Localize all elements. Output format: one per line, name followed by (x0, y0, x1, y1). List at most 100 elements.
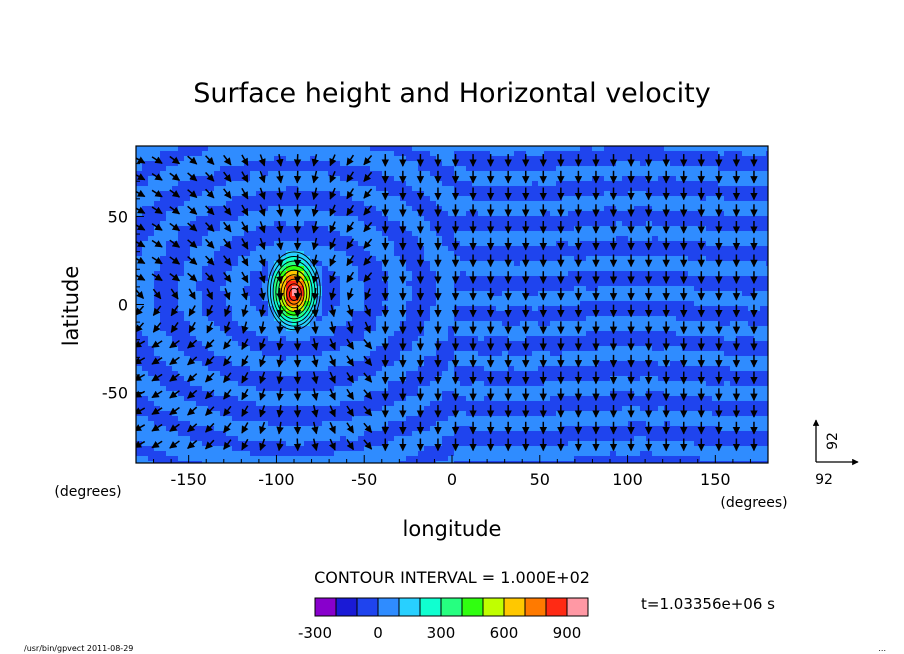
velocity-arrow (258, 304, 267, 318)
velocity-arrow (346, 287, 354, 301)
velocity-arrow (205, 255, 215, 266)
velocity-arrow (241, 187, 249, 200)
velocity-arrow (328, 388, 336, 401)
velocity-arrow (311, 438, 319, 452)
velocity-arrow (169, 222, 181, 232)
reference-u-label: 92 (815, 472, 833, 488)
velocity-arrow (223, 154, 232, 166)
velocity-arrow (169, 373, 180, 382)
velocity-arrow (328, 438, 336, 451)
velocity-arrow (311, 304, 319, 318)
velocity-arrow (259, 338, 267, 351)
x-axis-label: longitude (403, 517, 502, 541)
velocity-arrow (206, 304, 214, 317)
plot-area (136, 146, 768, 463)
colorbar-swatch (314, 597, 337, 617)
velocity-arrow (328, 304, 337, 318)
velocity-arrow (169, 206, 181, 215)
velocity-arrow (311, 187, 319, 201)
velocity-arrow (346, 238, 355, 250)
velocity-arrow (151, 156, 163, 164)
velocity-arrow (241, 422, 249, 434)
velocity-arrow (151, 390, 163, 399)
colorbar-swatch (377, 597, 400, 617)
velocity-arrow (151, 340, 163, 348)
velocity-arrow (187, 205, 198, 215)
velocity-arrow (205, 372, 215, 383)
velocity-arrow (152, 305, 162, 316)
velocity-arrow (205, 439, 215, 450)
velocity-arrow (276, 321, 284, 335)
velocity-arrow (363, 171, 373, 182)
velocity-arrow (151, 273, 163, 282)
velocity-arrow (152, 288, 162, 300)
colorbar-swatch (545, 597, 568, 617)
velocity-arrow (363, 321, 371, 334)
velocity-arrow (187, 389, 198, 399)
velocity-arrow (241, 438, 249, 451)
colorbar-swatch (461, 597, 484, 617)
velocity-arrow (346, 321, 354, 334)
velocity-arrow (187, 339, 198, 349)
velocity-arrow (241, 388, 249, 401)
velocity-arrow (346, 154, 355, 166)
velocity-arrow (223, 422, 232, 434)
velocity-arrow (259, 354, 267, 368)
velocity-arrow (311, 388, 319, 401)
velocity-arrow (206, 288, 214, 301)
colorbar (314, 597, 589, 617)
velocity-arrow (363, 355, 373, 367)
velocity-arrow (329, 154, 337, 167)
colorbar-swatch (566, 597, 589, 617)
velocity-arrow (276, 170, 284, 184)
velocity-arrow (346, 271, 355, 283)
velocity-arrow (241, 204, 249, 217)
height-field (136, 146, 768, 463)
vector-reference: 92 92 (812, 419, 859, 488)
velocity-arrow (151, 356, 163, 365)
velocity-arrow (276, 371, 284, 385)
colorbar-swatch (335, 597, 358, 617)
x-tick-label: 100 (612, 470, 643, 489)
velocity-arrow (311, 271, 319, 284)
velocity-arrow (241, 287, 249, 301)
velocity-arrow (276, 237, 284, 251)
velocity-arrow (151, 189, 163, 198)
velocity-arrow (187, 239, 198, 249)
y-tick-label: 50 (108, 207, 128, 226)
velocity-arrow (169, 406, 180, 416)
velocity-arrow (259, 438, 267, 451)
velocity-arrow (241, 304, 249, 318)
velocity-arrow (346, 388, 355, 401)
colorbar-tick-label: 0 (373, 624, 383, 642)
velocity-arrow (276, 388, 284, 401)
velocity-arrow (169, 440, 180, 449)
velocity-arrow (329, 187, 337, 200)
velocity-arrow (224, 321, 232, 334)
velocity-arrow (223, 439, 232, 450)
footer-right: ... (878, 644, 886, 653)
x-tick-label: -50 (351, 470, 377, 489)
velocity-arrow (276, 338, 284, 351)
contour-line (269, 256, 319, 327)
velocity-arrow (276, 187, 284, 201)
velocity-arrow (346, 255, 355, 267)
velocity-arrow (136, 305, 145, 316)
velocity-arrow (276, 438, 284, 452)
velocity-arrow (258, 221, 266, 234)
colorbar-tick-label: -300 (298, 624, 332, 642)
velocity-arrow (328, 355, 336, 368)
velocity-arrow (311, 421, 319, 435)
velocity-arrow (311, 287, 319, 301)
velocity-arrow (223, 205, 232, 216)
velocity-arrow (329, 271, 337, 284)
velocity-arrow (151, 373, 163, 382)
velocity-arrow (187, 172, 198, 182)
velocity-arrow (311, 170, 319, 184)
velocity-arrow (241, 371, 249, 384)
colorbar-tick-labels: -300 0 300 600 900 (298, 624, 581, 642)
velocity-arrow (169, 273, 181, 282)
velocity-arrow (205, 205, 215, 216)
contour-interval-label: CONTOUR INTERVAL = 1.000E+02 (314, 568, 590, 587)
